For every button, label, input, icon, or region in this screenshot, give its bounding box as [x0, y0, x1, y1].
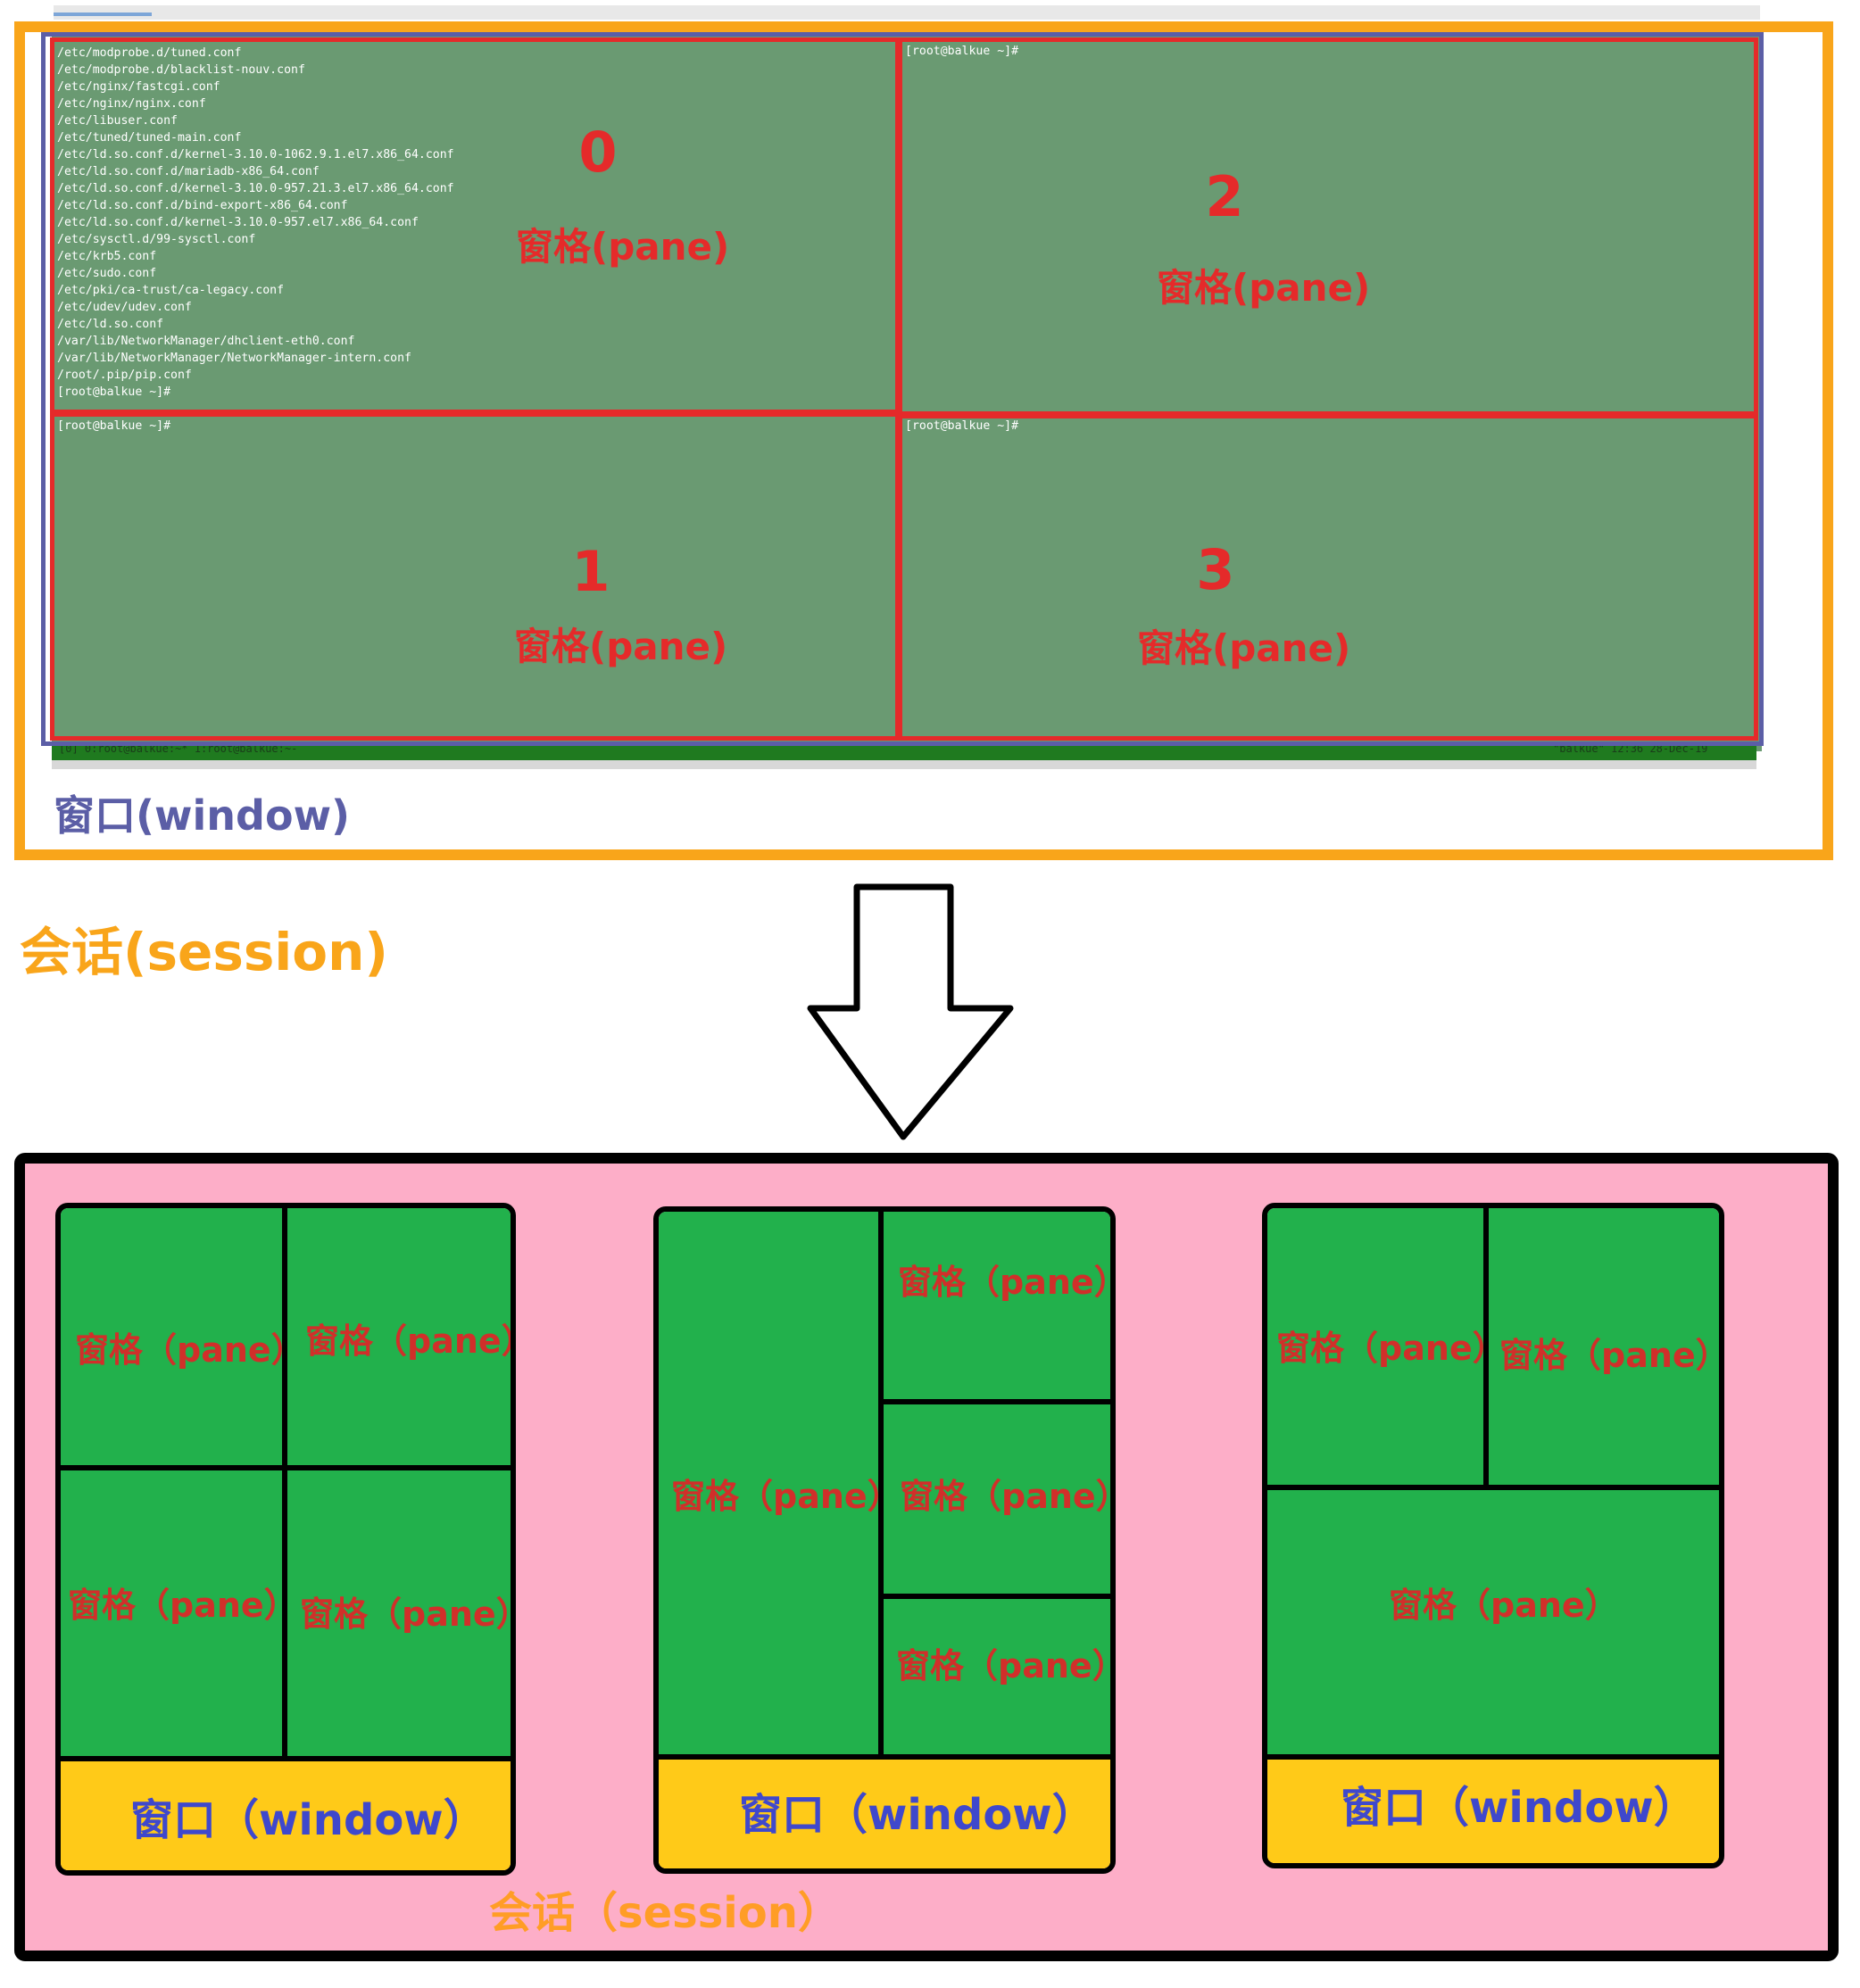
terminal-line: /etc/ld.so.conf.d/kernel-3.10.0-957.el7.…	[57, 216, 419, 229]
pane-3-outline[interactable]	[898, 414, 1758, 741]
pane-2-number: 2	[1205, 164, 1244, 229]
pane-2-label: 窗格(pane)	[1157, 266, 1371, 310]
window-caption: 窗口(window)	[54, 791, 351, 840]
session-outline	[14, 21, 1833, 860]
tmux-status-bar	[52, 746, 1756, 760]
pane-label: 窗格（pane）	[898, 1263, 1116, 1302]
terminal-line: /etc/nginx/fastcgi.conf	[57, 80, 220, 94]
pane-label: 窗格（pane）	[75, 1330, 305, 1370]
terminal-prompt[interactable]: [root@balkue ~]#	[57, 385, 171, 399]
terminal-line: /etc/tuned/tuned-main.conf	[57, 131, 242, 145]
window-bar-divider	[1267, 1754, 1719, 1760]
window-1-bar	[61, 1761, 511, 1870]
terminal-line: /etc/modprobe.d/tuned.conf	[57, 46, 242, 60]
terminal-line: /etc/ld.so.conf.d/mariadb-x86_64.conf	[57, 165, 320, 178]
terminal-line: /var/lib/NetworkManager/NetworkManager-i…	[57, 352, 411, 365]
terminal-line: /etc/sudo.conf	[57, 267, 157, 280]
window-label: 窗口（window）	[130, 1795, 486, 1845]
pane-0-outline[interactable]	[50, 37, 900, 414]
pane-1-prompt[interactable]: [root@balkue ~]#	[57, 419, 171, 433]
terminal-line: /etc/ld.so.conf	[57, 318, 164, 331]
window-3-pane-area	[1267, 1208, 1719, 1756]
pane-label: 窗格（pane）	[1499, 1336, 1724, 1375]
terminal-line: /etc/ld.so.conf.d/kernel-3.10.0-957.21.3…	[57, 182, 454, 195]
pane-2-prompt[interactable]: [root@balkue ~]#	[905, 45, 1019, 58]
window-label: 窗口（window）	[1341, 1783, 1697, 1833]
pane-divider-vertical	[282, 1208, 287, 1758]
window-2-pane-area	[659, 1212, 1110, 1758]
terminal-line: /root/.pip/pip.conf	[57, 369, 192, 382]
terminal-line: /var/lib/NetworkManager/dhclient-eth0.co…	[57, 335, 355, 348]
pane-3-label: 窗格(pane)	[1137, 626, 1351, 670]
pane-divider-vertical	[1483, 1208, 1489, 1487]
window-2-bar	[659, 1760, 1110, 1868]
session-caption: 会话(session)	[20, 922, 388, 982]
terminal-line: /etc/modprobe.d/blacklist-nouv.conf	[57, 63, 305, 77]
pane-2-outline[interactable]	[898, 37, 1758, 416]
pane-label: 窗格（pane）	[900, 1477, 1116, 1516]
window-label: 窗口（window）	[739, 1790, 1095, 1840]
pane-divider-horizontal	[878, 1594, 1110, 1599]
terminal-line: /etc/nginx/nginx.conf	[57, 97, 206, 111]
window-outline	[41, 32, 1764, 746]
pane-1-outline[interactable]	[50, 412, 900, 741]
terminal-line: /etc/sysctl.d/99-sysctl.conf	[57, 233, 256, 246]
terminal-line: /etc/pki/ca-trust/ca-legacy.conf	[57, 284, 285, 297]
pane-divider-horizontal	[1267, 1485, 1719, 1490]
terminal-line: /etc/krb5.conf	[57, 250, 157, 263]
pane-label: 窗格（pane）	[1276, 1329, 1507, 1368]
pane-label: 窗格（pane）	[68, 1586, 298, 1625]
pane-label: 窗格（pane）	[1389, 1586, 1619, 1625]
pane-label: 窗格（pane）	[671, 1477, 901, 1516]
window-3-bar	[1267, 1760, 1719, 1863]
pane-3-prompt[interactable]: [root@balkue ~]#	[905, 419, 1019, 433]
pane-divider-horizontal	[878, 1399, 1110, 1404]
window-2: 窗格（pane） 窗格（pane） 窗格（pane） 窗格（pane） 窗口（w…	[653, 1206, 1116, 1874]
pane-0-number: 0	[578, 120, 618, 185]
pane-1-label: 窗格(pane)	[514, 625, 728, 668]
session-label: 会话（session）	[489, 1888, 841, 1938]
screen-bottom-edge	[52, 760, 1756, 769]
window-bar-divider	[659, 1754, 1110, 1760]
terminal-line: /etc/libuser.conf	[57, 114, 178, 128]
terminal-screen	[52, 36, 1762, 751]
terminal-line: /etc/ld.so.conf.d/kernel-3.10.0-1062.9.1…	[57, 148, 454, 162]
pane-1-number: 1	[571, 539, 610, 604]
terminal-line: /etc/ld.so.conf.d/bind-export-x86_64.con…	[57, 199, 348, 212]
browser-tab-indicator	[54, 12, 152, 16]
pane-3-number: 3	[1196, 537, 1235, 602]
pane-label: 窗格（pane）	[305, 1321, 516, 1361]
terminal-line: /etc/udev/udev.conf	[57, 301, 192, 314]
down-arrow-icon	[807, 883, 1014, 1140]
window-1: 窗格（pane） 窗格（pane） 窗格（pane） 窗格（pane） 窗口（w…	[55, 1203, 516, 1876]
pane-divider-vertical	[878, 1212, 884, 1758]
pane-divider-horizontal	[61, 1465, 511, 1470]
window-bar-divider	[61, 1756, 511, 1761]
browser-top-strip	[54, 5, 1760, 20]
pane-0-output: /etc/modprobe.d/tuned.conf /etc/modprobe…	[57, 45, 628, 401]
pane-label: 窗格（pane）	[896, 1646, 1116, 1686]
pane-0-label: 窗格(pane)	[516, 225, 730, 269]
window-3: 窗格（pane） 窗格（pane） 窗格（pane） 窗口（window）	[1262, 1203, 1724, 1868]
pane-label: 窗格（pane）	[300, 1595, 516, 1634]
